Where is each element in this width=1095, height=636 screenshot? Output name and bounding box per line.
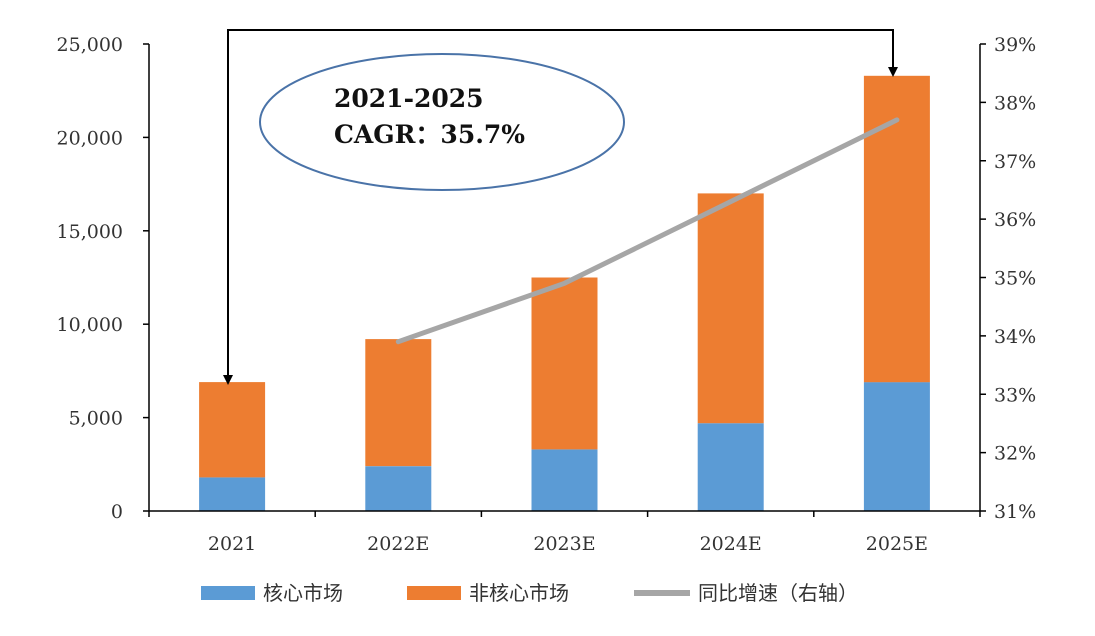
- cagr-annotation: 2021-2025 CAGR：35.7%: [223, 29, 898, 385]
- x-tick-label: 2025E: [866, 533, 928, 555]
- legend-label-noncore: 非核心市场: [469, 581, 569, 605]
- left-tick-label: 20,000: [57, 127, 123, 149]
- cagr-ellipse: [259, 53, 625, 191]
- right-tick-label: 32%: [994, 443, 1036, 465]
- bars-group: [199, 75, 930, 511]
- right-tick-label: 33%: [994, 384, 1036, 406]
- left-tick-label: 0: [111, 501, 123, 523]
- axes-group: 0 5,000 10,000 15,000 20,000 25,000 31% 32% 33% 3…: [57, 34, 1037, 555]
- cagr-arrow: [227, 29, 898, 77]
- cagr-value-label: CAGR：35.7%: [334, 120, 525, 149]
- right-tick-label: 31%: [994, 501, 1036, 523]
- bar-noncore-2022E: [365, 339, 432, 467]
- legend: 核心市场 非核心市场 同比增速（右轴）: [201, 581, 858, 605]
- right-tick-label: 39%: [994, 34, 1036, 56]
- x-tick-label: 2022E: [367, 533, 429, 555]
- growth-line-group: [395, 117, 900, 345]
- left-tick-label: 10,000: [57, 314, 123, 336]
- right-tick-label: 37%: [994, 151, 1036, 173]
- bar-core-2025E: [863, 382, 930, 511]
- bar-noncore-2024E: [697, 193, 764, 424]
- bar-core-2021: [199, 477, 266, 511]
- right-tick-label: 38%: [994, 92, 1036, 114]
- legend-swatch-core: [201, 586, 255, 600]
- left-tick-label: 5,000: [69, 408, 123, 430]
- bar-core-2023E: [531, 449, 598, 511]
- x-tick-label: 2021: [208, 533, 256, 555]
- left-tick-label: 15,000: [57, 221, 123, 243]
- legend-label-core: 核心市场: [263, 581, 343, 605]
- right-tick-label: 34%: [994, 326, 1036, 348]
- right-tick-label: 36%: [994, 209, 1036, 231]
- x-tick-label: 2024E: [700, 533, 762, 555]
- cagr-period-label: 2021-2025: [334, 84, 484, 113]
- bar-noncore-2025E: [863, 75, 930, 383]
- right-tick-label: 35%: [994, 268, 1036, 290]
- bar-noncore-2023E: [531, 277, 598, 450]
- growth-line: [395, 117, 900, 345]
- x-tick-label: 2023E: [533, 533, 595, 555]
- bar-core-2024E: [697, 423, 764, 511]
- bar-core-2022E: [365, 466, 432, 511]
- bar-noncore-2021: [199, 382, 266, 478]
- legend-swatch-noncore: [407, 586, 461, 600]
- legend-label-growth: 同比增速（右轴）: [698, 581, 858, 605]
- left-tick-label: 25,000: [57, 34, 123, 56]
